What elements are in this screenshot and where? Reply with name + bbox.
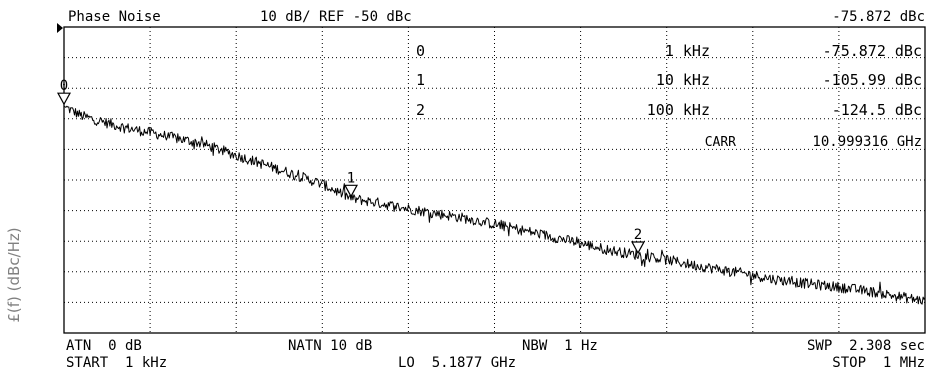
stop-frequency: STOP 1 MHz [832,355,925,371]
trace-markers: 0 1 2 [56,78,646,255]
sweep-time: SWP 2.308 sec [807,338,925,354]
y-axis-label-container: £(f) (dBc/Hz) [2,195,26,355]
scale-label: 10 dB/ REF -50 dBc [260,9,412,25]
plot-frame [63,26,926,334]
reference-level-pointer [57,23,63,33]
marker-table: 0 1 kHz -75.872 dBc 1 10 kHz -105.99 dBc… [416,42,922,150]
marker-triangle [630,241,646,255]
marker-table-id: 2 [416,101,425,119]
carrier-label: CARR [705,135,736,150]
marker-table-freq: 10 kHz [656,71,710,89]
marker-table-id: 1 [416,71,425,89]
marker-table-level: -124.5 dBc [832,101,922,119]
marker-label: 0 [60,78,68,94]
marker-triangle [56,92,72,106]
marker-label: 1 [347,170,355,186]
y-axis-label: £(f) (dBc/Hz) [5,227,23,323]
marker-table-level: -105.99 dBc [823,71,922,89]
local-oscillator: LO 5.1877 GHz [398,355,516,371]
marker-triangle [343,184,359,198]
marker-table-freq: 1 kHz [665,42,710,60]
marker-readout: -75.872 dBc [832,9,925,25]
attenuation: ATN 0 dB [66,338,142,354]
carrier-frequency: 10.999316 GHz [812,134,922,150]
start-frequency: START 1 kHz [66,355,167,371]
marker-table-id: 0 [416,42,425,60]
marker-table-level: -75.872 dBc [823,42,922,60]
noise-attenuation: NATN 10 dB [288,338,372,354]
chart-title: Phase Noise [68,9,161,25]
noise-bandwidth: NBW 1 Hz [522,338,598,354]
marker-label: 2 [634,227,642,243]
phase-noise-trace [63,105,926,305]
settings-footer: ATN 0 dB NATN 10 dB NBW 1 Hz SWP 2.308 s… [66,338,925,371]
marker-table-freq: 100 kHz [647,101,710,119]
